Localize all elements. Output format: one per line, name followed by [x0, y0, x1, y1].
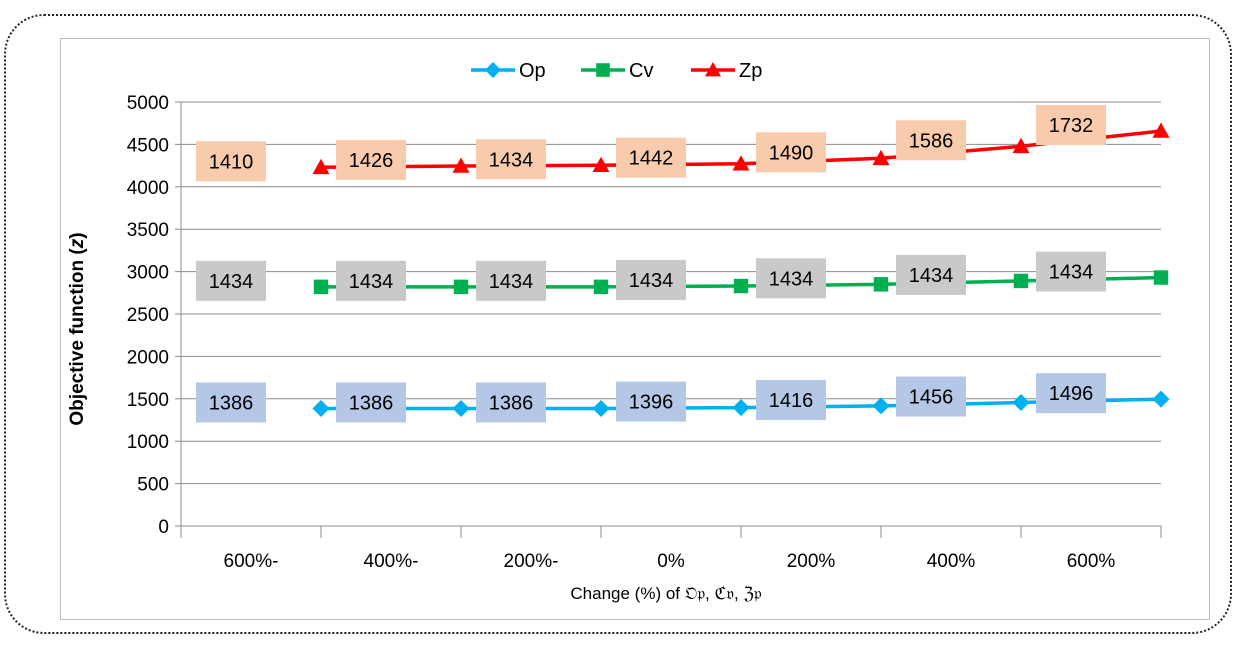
y-tick-label: 4500	[127, 135, 169, 156]
data-label-box	[756, 258, 826, 299]
data-point	[1013, 273, 1029, 289]
data-point	[705, 62, 721, 77]
data-label: 1396	[629, 392, 674, 414]
data-label: 1386	[349, 392, 394, 414]
data-label: 1386	[209, 392, 254, 414]
data-label-box	[336, 260, 406, 301]
data-label-box	[196, 260, 266, 301]
data-label-box	[616, 137, 686, 178]
data-label: 1434	[769, 268, 814, 290]
data-label-box	[1036, 251, 1106, 292]
data-point	[312, 158, 330, 175]
data-label: 1426	[349, 150, 394, 172]
dotted-rounded-frame	[4, 14, 1232, 634]
data-label-box	[196, 141, 266, 182]
data-label-box	[1036, 105, 1106, 146]
data-point	[1152, 122, 1170, 138]
y-tick-label: 0	[158, 517, 169, 538]
data-label-box	[196, 382, 266, 423]
data-label: 1732	[1049, 115, 1094, 137]
data-label: 1434	[349, 271, 394, 293]
data-label: 1416	[769, 390, 814, 412]
data-point	[1152, 390, 1170, 408]
y-tick-label: 4000	[127, 178, 169, 199]
data-point	[732, 155, 750, 171]
y-tick-label: 2000	[127, 347, 169, 368]
data-point	[592, 399, 610, 417]
data-point	[312, 399, 330, 417]
x-tick-label: 200%-	[504, 551, 559, 572]
data-point	[732, 399, 750, 417]
data-label: 1496	[1049, 383, 1094, 405]
data-point	[872, 397, 890, 415]
data-label: 1386	[489, 392, 534, 414]
data-label-box	[616, 381, 686, 422]
y-tick-label: 3500	[127, 220, 169, 241]
legend-label-op: Op	[519, 60, 546, 82]
data-label-box	[896, 120, 966, 161]
x-tick-label: 400%	[927, 551, 976, 572]
line-chart: 0 500 1000 1500 2000 2500 3000 3500 4000 4500 5000…	[67, 60, 1170, 603]
data-label: 1434	[489, 271, 534, 293]
data-label-box	[336, 139, 406, 180]
data-labels: 1386 1386 1386 1396 1416 1456 1496 1434 1434 1434…	[196, 105, 1106, 423]
y-tick-label: 2500	[127, 305, 169, 326]
data-label-box	[896, 376, 966, 417]
data-label-box	[896, 254, 966, 295]
data-label: 1434	[1049, 262, 1094, 284]
data-point	[452, 399, 470, 417]
data-point	[1012, 394, 1030, 412]
y-tick-label: 1500	[127, 390, 169, 411]
data-point	[1153, 270, 1169, 285]
data-point	[452, 157, 470, 173]
data-point	[873, 277, 889, 292]
data-point	[733, 278, 749, 294]
x-tick-label: 400%-	[364, 551, 419, 572]
data-label: 1434	[489, 149, 534, 171]
data-label: 1586	[909, 130, 954, 152]
data-label-box	[756, 379, 826, 420]
x-tick-label: 0%	[657, 551, 685, 572]
data-point	[313, 279, 329, 295]
axes: 0 500 1000 1500 2000 2500 3000 3500 4000 4500 5000…	[127, 93, 1162, 572]
data-label: 1434	[629, 270, 674, 292]
legend-label-zp: Zp	[739, 60, 762, 82]
data-label: 1456	[909, 387, 954, 409]
x-tick-label: 600%	[1067, 551, 1116, 572]
data-point	[453, 279, 469, 295]
data-point	[593, 279, 609, 295]
data-point	[592, 156, 610, 173]
y-axis-title: Objective function (z)	[67, 232, 88, 425]
data-label-box	[476, 260, 546, 301]
data-label: 1442	[629, 148, 674, 170]
data-label-box	[476, 382, 546, 423]
data-label-box	[1036, 373, 1106, 414]
x-tick-label: 200%	[787, 551, 836, 572]
data-label-box	[756, 132, 826, 173]
data-point	[1012, 137, 1030, 154]
y-tick-label: 3000	[127, 263, 169, 284]
x-tick-label: 600%-	[224, 551, 279, 572]
data-point	[872, 149, 890, 166]
y-tick-label: 5000	[127, 93, 169, 114]
data-label-box	[476, 139, 546, 180]
chart-area: 0 500 1000 1500 2000 2500 3000 3500 4000 4500 5000…	[60, 38, 1210, 620]
data-point	[596, 63, 610, 77]
y-axis-label: Objective function (z)	[67, 232, 88, 425]
legend: Op Cv Zp	[471, 60, 762, 82]
data-label: 1410	[209, 151, 254, 173]
series-lines	[312, 122, 1170, 417]
legend-label-cv: Cv	[629, 60, 653, 82]
data-label: 1434	[909, 265, 954, 287]
data-label: 1490	[769, 142, 814, 164]
data-label: 1434	[209, 271, 254, 293]
data-label-box	[616, 260, 686, 301]
y-tick-label: 1000	[127, 432, 169, 453]
x-axis-label: Change (%) of 𝔒𝔭, ℭ𝔳, ℨ𝔭	[570, 584, 761, 603]
data-point	[485, 62, 501, 78]
y-tick-label: 500	[137, 475, 169, 496]
data-label-box	[336, 382, 406, 423]
